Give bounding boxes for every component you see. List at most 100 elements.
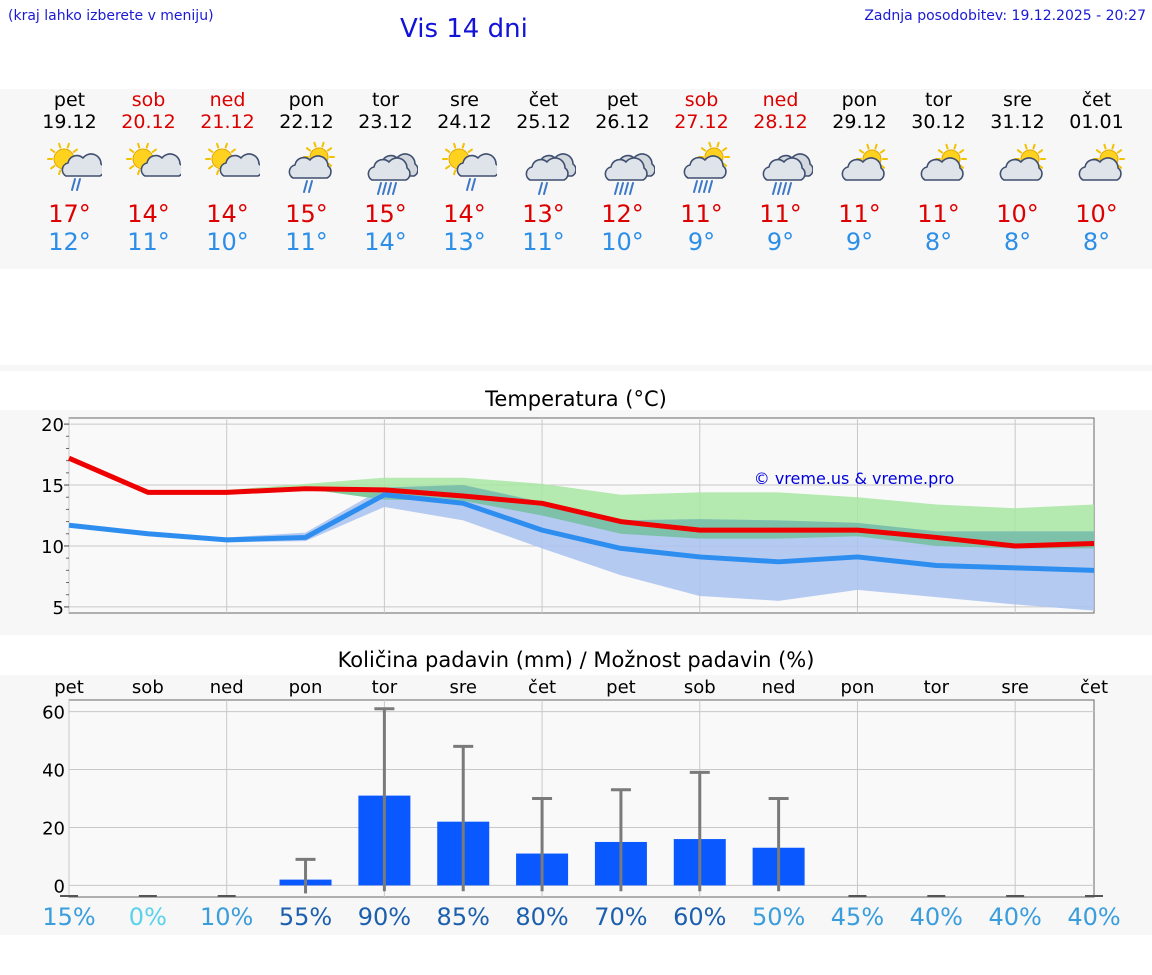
cloud-sun-heavy-rain-icon bbox=[683, 141, 730, 193]
day-label: ned bbox=[762, 677, 796, 698]
sun-ray bbox=[136, 142, 140, 149]
probability-label: 15% bbox=[42, 903, 96, 931]
forecast-tmin: 8° bbox=[1082, 228, 1111, 256]
sun-ray bbox=[958, 149, 964, 154]
y-tick-label: 40 bbox=[42, 761, 65, 782]
forecast-tmax: 11° bbox=[680, 200, 723, 228]
probability-label: 60% bbox=[673, 903, 727, 931]
forecast-tmax: 13° bbox=[522, 200, 565, 228]
sun-ray bbox=[128, 148, 134, 153]
cloud-shape bbox=[999, 157, 1043, 181]
forecast-tmax: 10° bbox=[996, 200, 1039, 228]
sun-ray bbox=[452, 142, 456, 149]
icon-group bbox=[525, 153, 576, 195]
cloud-heavy-rain-icon bbox=[604, 153, 655, 195]
forecast-weekday: pon bbox=[841, 89, 878, 111]
probability-label: 70% bbox=[594, 903, 648, 931]
forecast-tmin: 9° bbox=[766, 228, 795, 256]
rain-drop bbox=[307, 180, 313, 193]
rain-drop bbox=[537, 182, 543, 195]
cloud-sun-rain-icon bbox=[288, 141, 335, 193]
sun-ray bbox=[49, 165, 55, 170]
probability-label: 85% bbox=[436, 903, 490, 931]
forecast-tmin: 9° bbox=[845, 228, 874, 256]
cloud-shape bbox=[219, 153, 260, 177]
forecast-day: čet 25.12 13° 11° bbox=[504, 89, 583, 256]
sun-ray bbox=[879, 149, 885, 154]
forecast-day: sob 27.12 11° 9° bbox=[662, 89, 741, 256]
location-hint: (kraj lahko izberete v meniju) bbox=[8, 8, 214, 24]
sun-cloud-icon bbox=[999, 143, 1046, 181]
forecast-weekday: pet bbox=[53, 89, 86, 111]
forecast-weekday: čet bbox=[1081, 89, 1112, 111]
icon-group bbox=[441, 142, 497, 191]
rain-drop bbox=[781, 182, 787, 195]
forecast-weekday: pet bbox=[606, 89, 639, 111]
y-tick-label: 20 bbox=[41, 415, 64, 436]
sun-ray bbox=[1016, 149, 1022, 154]
sun-ray bbox=[707, 141, 712, 148]
sun-ray bbox=[467, 148, 473, 153]
forecast-weekday: sob bbox=[684, 89, 719, 111]
forecast-date: 25.12 bbox=[516, 111, 571, 133]
cloud-shape bbox=[762, 157, 806, 181]
rain-drop bbox=[302, 180, 308, 193]
forecast-day: pet 19.12 17° 12° bbox=[30, 89, 109, 256]
day-label: čet bbox=[528, 677, 556, 698]
forecast-tmin: 9° bbox=[687, 228, 716, 256]
forecast-day: pet 26.12 12° 10° bbox=[583, 89, 662, 256]
probability-label: 40% bbox=[988, 903, 1042, 931]
sun-ray bbox=[944, 143, 949, 150]
sun-ray bbox=[57, 169, 61, 176]
sun-ray bbox=[326, 147, 332, 152]
rain-drop bbox=[692, 180, 698, 193]
forecast-day: ned 21.12 14° 10° bbox=[188, 89, 267, 256]
forecast-date: 01.01 bbox=[1069, 111, 1124, 133]
sun-ray bbox=[207, 165, 213, 170]
forecast-tmax: 10° bbox=[1075, 200, 1118, 228]
day-label: pet bbox=[606, 677, 636, 698]
forecast-date: 29.12 bbox=[832, 111, 887, 133]
day-label: pon bbox=[289, 677, 323, 698]
sun-ray bbox=[1023, 143, 1028, 150]
day-label: tor bbox=[924, 677, 950, 698]
icon-group bbox=[920, 143, 967, 181]
forecast-weekday: ned bbox=[209, 89, 246, 111]
forecast-tmax: 11° bbox=[917, 200, 960, 228]
cloud-shape bbox=[288, 155, 332, 179]
sun-ray bbox=[57, 142, 61, 149]
rain-drop bbox=[470, 178, 476, 191]
cloud-shape bbox=[61, 153, 102, 177]
sun-ray bbox=[66, 142, 70, 149]
sun-cloud-rain-icon bbox=[46, 142, 102, 191]
forecast-tmin: 11° bbox=[127, 228, 170, 256]
day-label: ned bbox=[210, 677, 244, 698]
forecast-tmax: 11° bbox=[759, 200, 802, 228]
rain-drop bbox=[707, 180, 713, 193]
forecast-tmin: 10° bbox=[206, 228, 249, 256]
forecast-date: 24.12 bbox=[437, 111, 492, 133]
icon-group bbox=[46, 142, 102, 191]
icon-group bbox=[762, 153, 813, 195]
forecast-tmax: 12° bbox=[601, 200, 644, 228]
day-label: pet bbox=[54, 677, 84, 698]
sun-cloud-icon bbox=[841, 143, 888, 181]
forecast-weekday: čet bbox=[528, 89, 559, 111]
forecast-tmin: 8° bbox=[1003, 228, 1032, 256]
forecast-tmax: 14° bbox=[127, 200, 170, 228]
rain-drop bbox=[776, 182, 782, 195]
sun-ray bbox=[721, 147, 727, 152]
forecast-weekday: ned bbox=[762, 89, 799, 111]
sun-ray bbox=[128, 165, 134, 170]
sun-ray bbox=[1095, 149, 1101, 154]
probability-label: 10% bbox=[200, 903, 254, 931]
rain-drop bbox=[771, 182, 777, 195]
sun-cloud-icon bbox=[920, 143, 967, 181]
sun-ray bbox=[215, 142, 219, 149]
probability-label: 45% bbox=[830, 903, 885, 931]
forecast-date: 30.12 bbox=[911, 111, 966, 133]
overlap-band bbox=[69, 458, 1094, 549]
cloud-shape bbox=[367, 157, 411, 181]
cloud-shape bbox=[525, 157, 569, 181]
